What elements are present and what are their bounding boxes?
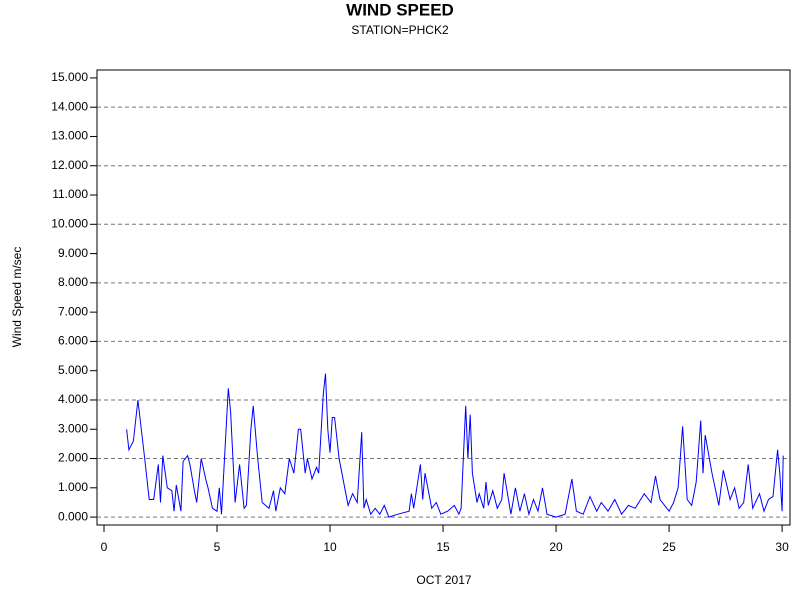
- x-axis-label: OCT 2017: [416, 573, 471, 587]
- y-tick-label: 0.000: [58, 509, 88, 523]
- y-axis-label: Wind Speed m/sec: [10, 247, 24, 348]
- y-tick-label: 3.000: [58, 421, 88, 435]
- x-tick-label: 25: [662, 540, 676, 554]
- wind-speed-line: [126, 373, 784, 518]
- y-tick-label: 5.000: [58, 363, 88, 377]
- y-tick-label: 12.000: [51, 158, 88, 172]
- x-tick-label: 5: [214, 540, 221, 554]
- y-tick-label: 6.000: [58, 334, 88, 348]
- plot-frame: [96, 69, 791, 526]
- y-tick-label: 1.000: [58, 480, 88, 494]
- y-tick-label: 13.000: [51, 129, 88, 143]
- y-tick-label: 11.000: [52, 187, 88, 201]
- x-tick-label: 30: [775, 540, 789, 554]
- x-tick-label: 20: [549, 540, 563, 554]
- y-tick-label: 8.000: [58, 275, 88, 289]
- x-tick-label: 10: [323, 540, 337, 554]
- x-tick-label: 15: [436, 540, 450, 554]
- y-tick-label: 10.000: [51, 216, 88, 230]
- chart-subtitle: STATION=PHCK2: [351, 23, 449, 37]
- chart-title: WIND SPEED: [346, 0, 454, 19]
- y-tick-label: 7.000: [58, 304, 88, 318]
- x-tick-label: 0: [101, 540, 108, 554]
- y-tick-label: 14.000: [51, 99, 88, 113]
- y-tick-label: 4.000: [58, 392, 88, 406]
- y-tick-label: 15.000: [51, 70, 88, 84]
- y-tick-label: 9.000: [58, 246, 88, 260]
- y-tick-label: 2.000: [58, 451, 88, 465]
